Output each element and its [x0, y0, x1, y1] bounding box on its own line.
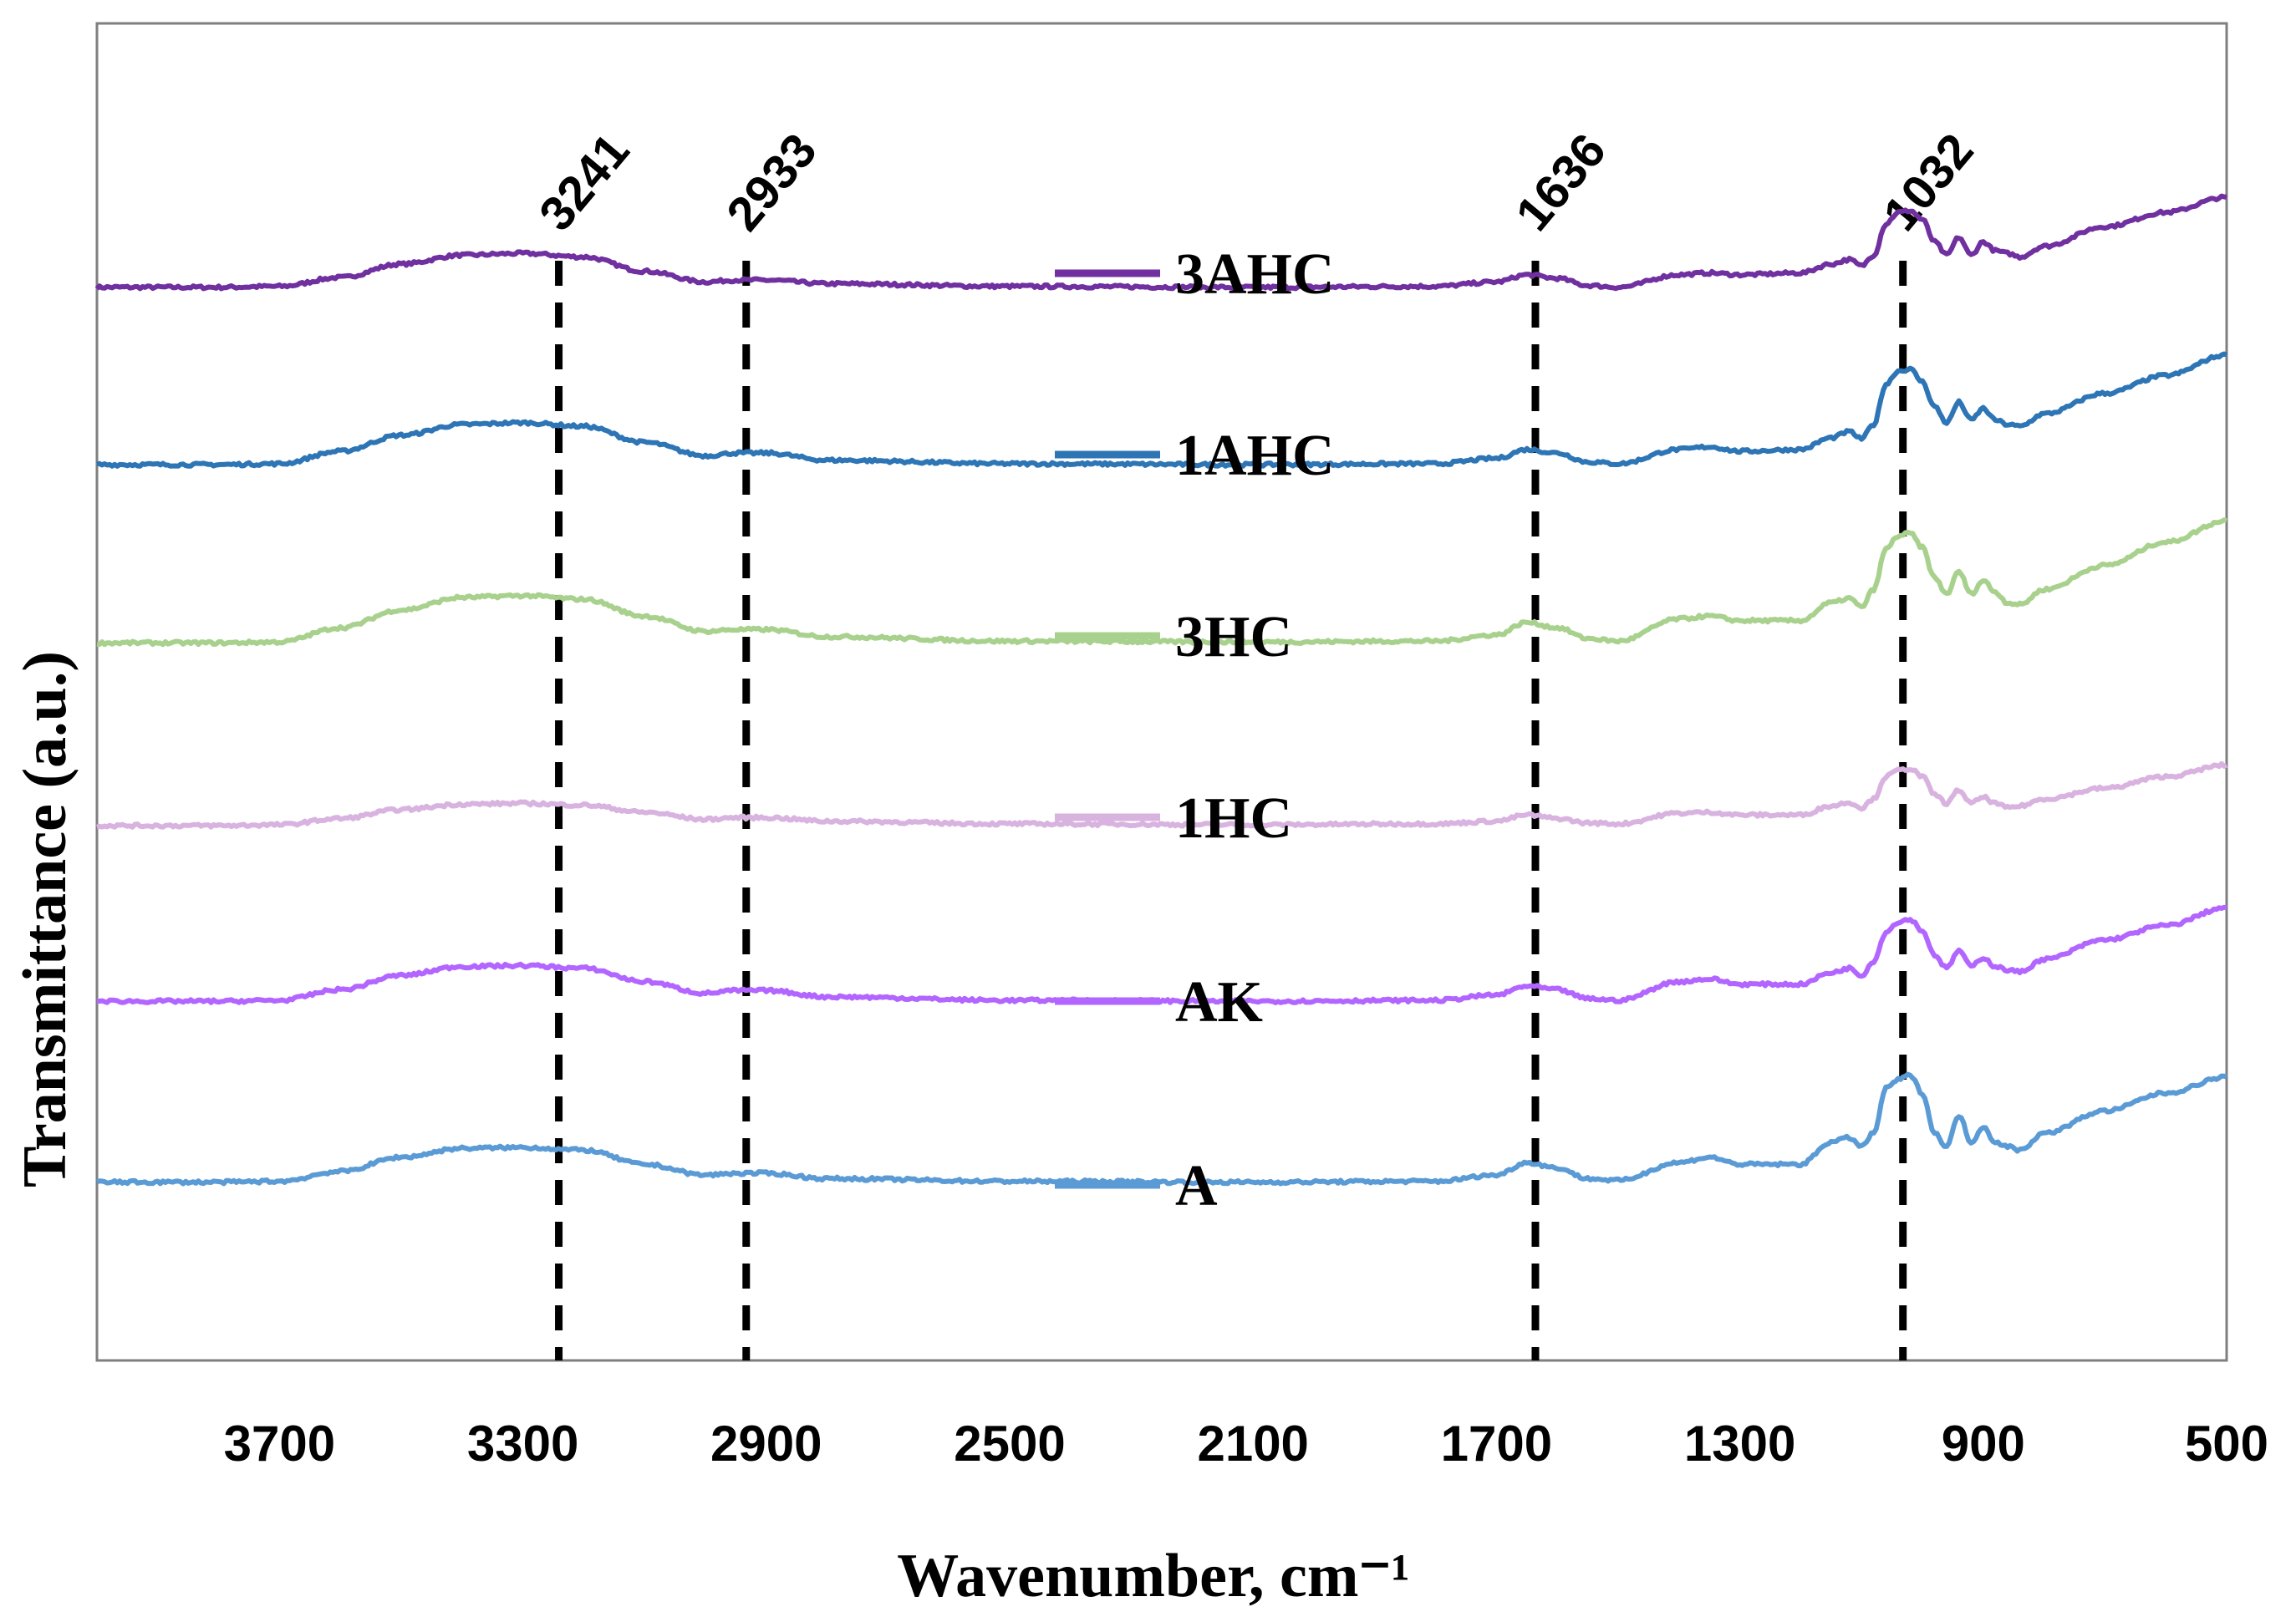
x-tick-label-500: 500 [2185, 1416, 2268, 1472]
series-line-1hc [96, 760, 2228, 830]
series-line-a [96, 1071, 2228, 1187]
x-tick-label-2900: 2900 [710, 1416, 822, 1472]
series-line-ak [97, 904, 2227, 1005]
legend-label-ak: AK [1175, 970, 1263, 1035]
series-line-3ahc [94, 193, 2227, 292]
x-tick-label-3300: 3300 [467, 1416, 578, 1472]
legend-label-3ahc: 3AHC [1175, 242, 1335, 307]
legend-label-3hc: 3HC [1175, 605, 1292, 669]
legend-label-1ahc: 1AHC [1175, 424, 1335, 488]
x-tick-label-1300: 1300 [1684, 1416, 1795, 1472]
series-line-3hc [96, 517, 2227, 648]
x-tick-label-3700: 3700 [224, 1416, 335, 1472]
y-axis-title: Transmittance (a.u.) [11, 651, 79, 1187]
series-line-1ahc [96, 351, 2228, 469]
x-tick-label-900: 900 [1942, 1416, 2025, 1472]
x-tick-label-2500: 2500 [954, 1416, 1065, 1472]
x-tick-label-1700: 1700 [1441, 1416, 1552, 1472]
legend-label-a: A [1175, 1154, 1218, 1218]
legend-label-1hc: 1HC [1175, 786, 1292, 851]
x-tick-label-2100: 2100 [1197, 1416, 1308, 1472]
x-axis-title: Wavenumber, cm⁻¹ [897, 1542, 1410, 1610]
